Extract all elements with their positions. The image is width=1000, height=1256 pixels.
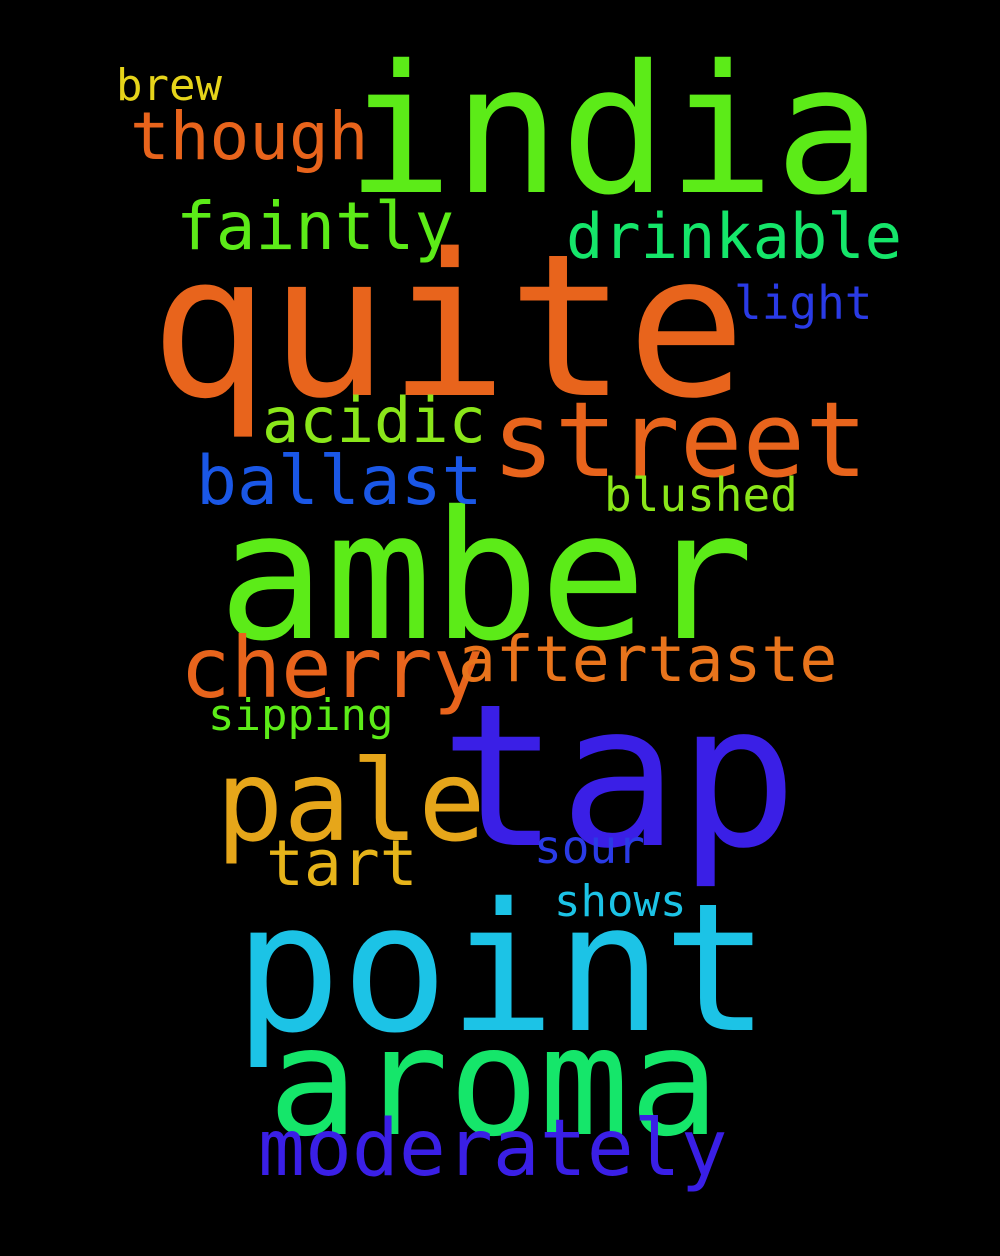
word-tart: tart — [266, 827, 418, 900]
word-moderately: moderately — [258, 1104, 728, 1194]
word-though: though — [130, 98, 369, 175]
word-amber: amber — [218, 473, 754, 680]
word-light: light — [734, 276, 873, 330]
word-faintly: faintly — [176, 188, 455, 265]
word-drinkable: drinkable — [566, 200, 902, 273]
word-pale: pale — [216, 737, 486, 867]
word-india: india — [346, 27, 882, 234]
word-tap: tap — [440, 661, 798, 892]
word-brew: brew — [116, 60, 222, 111]
word-acidic: acidic — [262, 384, 486, 457]
word-quite: quite — [150, 211, 747, 442]
word-point: point — [234, 865, 770, 1072]
word-aroma: aroma — [268, 996, 720, 1170]
word-sour: sour — [534, 820, 645, 874]
word-sipping: sipping — [208, 690, 394, 741]
word-ballast: ballast — [196, 442, 483, 521]
word-shows: shows — [554, 876, 687, 927]
word-aftertaste: aftertaste — [458, 623, 838, 696]
word-blushed: blushed — [604, 468, 798, 522]
word-cherry: cherry — [180, 619, 484, 717]
word-street: street — [492, 379, 868, 501]
